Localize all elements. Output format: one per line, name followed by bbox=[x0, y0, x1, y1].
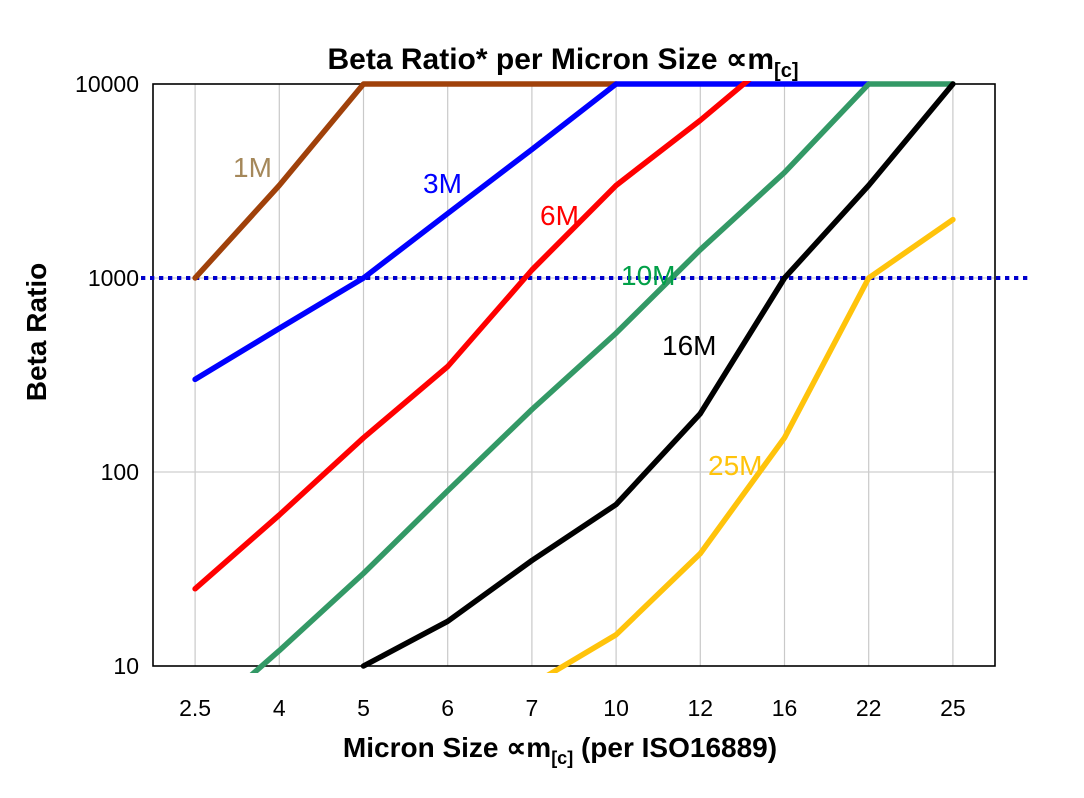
y-tick-label-1000: 1000 bbox=[88, 265, 139, 291]
series-line-10M bbox=[249, 81, 956, 673]
series-label-6M: 6M bbox=[540, 200, 579, 231]
y-tick-label-10: 10 bbox=[113, 653, 139, 679]
x-tick-label-4: 4 bbox=[273, 695, 286, 721]
x-axis-title-subscript: [c] bbox=[551, 748, 573, 768]
x-tick-label-12: 12 bbox=[688, 695, 714, 721]
y-tick-label-10000: 10000 bbox=[75, 71, 139, 97]
series-line-6M bbox=[192, 81, 752, 592]
x-tick-label-5: 5 bbox=[357, 695, 370, 721]
series-lines bbox=[192, 81, 956, 673]
x-tick-label-7: 7 bbox=[526, 695, 539, 721]
series-line-25M bbox=[546, 216, 956, 673]
x-tick-label-25: 25 bbox=[940, 695, 966, 721]
x-tick-label-10: 10 bbox=[603, 695, 629, 721]
y-axis-tick-labels: 10000 1000 100 10 bbox=[75, 71, 139, 679]
chart-title-subscript: [c] bbox=[774, 60, 798, 82]
series-line-3M bbox=[192, 81, 872, 383]
x-tick-label-2.5: 2.5 bbox=[179, 695, 211, 721]
series-line-16M bbox=[360, 81, 956, 669]
series-line-1M bbox=[192, 81, 619, 281]
x-axis-title-pre: Micron Size ∝m bbox=[343, 732, 551, 763]
x-tick-label-22: 22 bbox=[856, 695, 882, 721]
x-axis-title: Micron Size ∝m[c] (per ISO16889) bbox=[343, 732, 777, 768]
gridlines bbox=[153, 84, 995, 666]
series-label-16M: 16M bbox=[662, 330, 716, 361]
series-label-10M: 10M bbox=[621, 260, 675, 291]
x-tick-label-16: 16 bbox=[772, 695, 798, 721]
chart-title-main: Beta Ratio* per Micron Size ∝m bbox=[328, 43, 775, 76]
series-labels: 1M 3M 6M 10M 16M 25M bbox=[233, 152, 762, 481]
series-label-1M: 1M bbox=[233, 152, 272, 183]
y-tick-label-100: 100 bbox=[101, 459, 139, 485]
y-axis-title: Beta Ratio bbox=[21, 263, 52, 401]
series-label-25M: 25M bbox=[708, 450, 762, 481]
x-axis-title-post: (per ISO16889) bbox=[573, 732, 777, 763]
series-label-3M: 3M bbox=[423, 168, 462, 199]
chart-title: Beta Ratio* per Micron Size ∝m[c] bbox=[328, 43, 799, 82]
x-axis-tick-labels: 2.5 4 5 6 7 10 12 16 22 25 bbox=[179, 695, 966, 721]
x-tick-label-6: 6 bbox=[441, 695, 454, 721]
